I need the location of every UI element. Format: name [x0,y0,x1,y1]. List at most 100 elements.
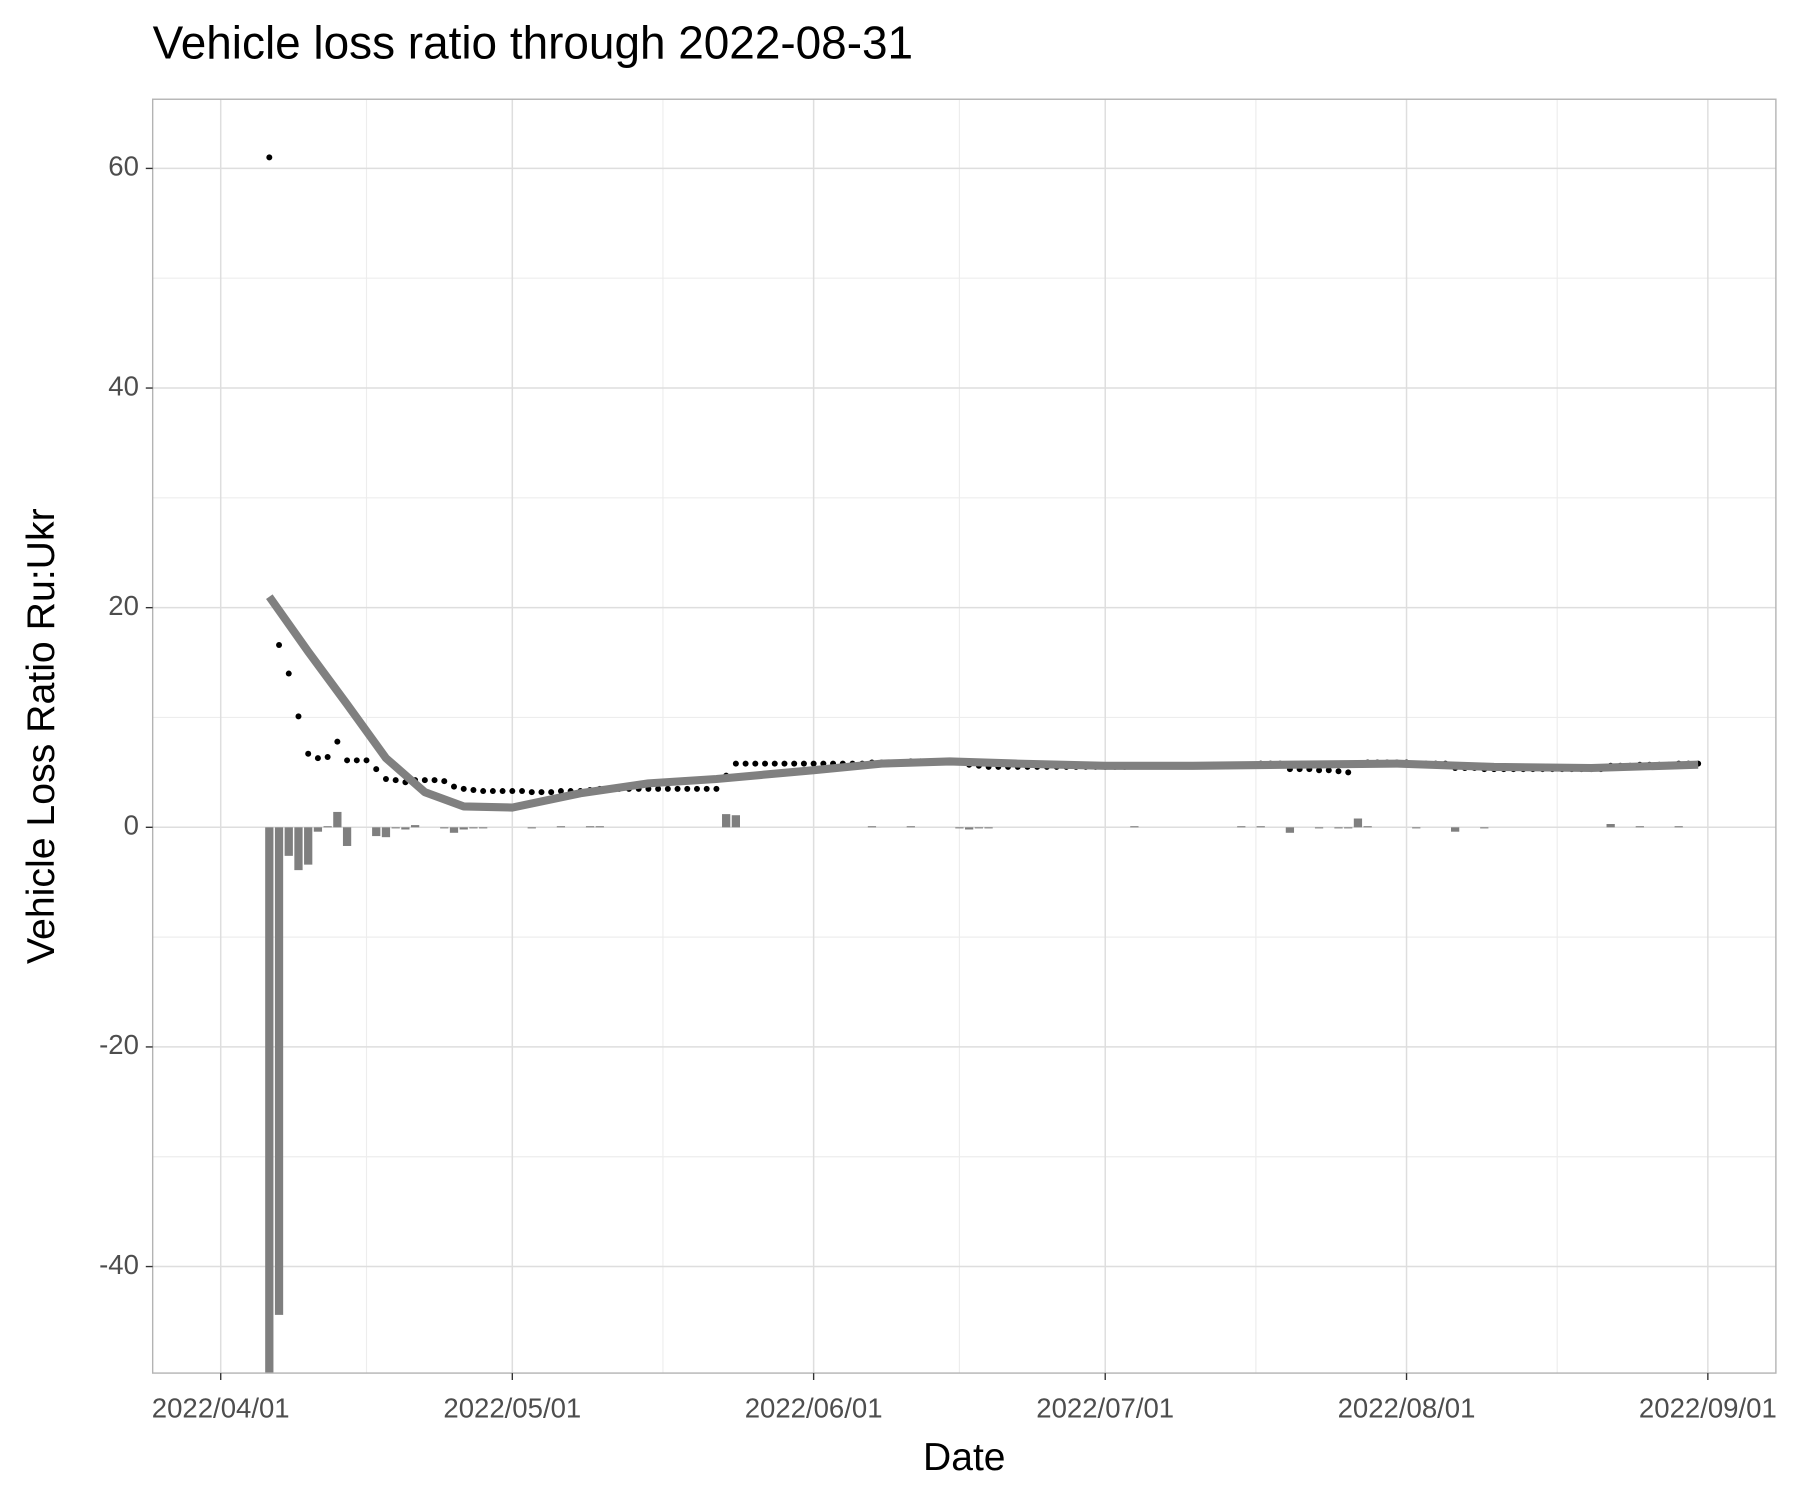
bar [401,827,410,830]
bar [974,827,983,829]
smooth-line [266,594,1699,812]
x-tick-label: 2022/07/01 [1036,1392,1174,1423]
bar [867,826,877,828]
bar [410,825,420,828]
point [538,789,545,796]
point [752,760,759,767]
bar [731,815,741,828]
bar [1353,818,1363,828]
point [1325,767,1332,774]
bar [304,827,313,865]
point [451,783,457,790]
point [499,788,506,795]
bar [1363,826,1372,828]
bar [1237,826,1246,828]
point [655,785,662,792]
bar [313,827,323,832]
point [334,738,341,745]
bar [1314,827,1324,829]
bar [284,827,293,856]
bar [372,827,381,837]
y-tick-label: 60 [108,151,139,182]
point [1316,767,1323,774]
bar [1480,827,1489,829]
point [344,757,351,764]
x-tick-label: 2022/04/01 [152,1392,290,1423]
point [266,154,273,161]
y-tick-label: 0 [124,810,139,841]
bar [965,827,974,830]
point [664,785,671,792]
bar [1412,827,1421,829]
point [382,775,389,782]
point [742,760,749,767]
bar [274,827,284,1315]
bar [479,827,488,829]
bar [1334,827,1343,829]
point [528,789,535,796]
bar [449,827,459,833]
bar [556,826,566,828]
bar [1130,826,1139,828]
bar [906,826,915,828]
bar [381,827,391,838]
point [548,789,555,796]
bar [469,827,478,829]
point [480,788,487,795]
grid [152,99,1776,1374]
bar [527,827,536,829]
point [810,760,817,767]
bar [294,827,303,871]
y-axis-label: Vehicle Loss Ratio Ru:Ukr [20,508,63,964]
y-tick-label: 20 [108,590,139,621]
point [441,778,448,785]
point [684,785,691,792]
point [353,757,360,764]
y-tick-label: 40 [108,370,139,401]
point [674,785,681,792]
point [557,788,564,795]
point [460,785,467,792]
point [694,785,700,792]
bar [333,811,342,828]
y-tick-label: -20 [99,1029,139,1060]
bar [1606,824,1615,828]
bar [595,826,604,828]
bar [323,826,332,828]
bar [955,827,964,829]
point [703,785,710,792]
point [431,777,438,784]
point [392,777,399,784]
point [1335,768,1342,775]
point [800,760,807,767]
point [509,788,516,795]
x-axis-label: Date [923,1436,1005,1479]
bar [1344,827,1353,829]
plot-area [265,154,1702,1374]
panel-border [151,98,1777,1374]
chart-title: Vehicle loss ratio through 2022-08-31 [153,16,913,68]
point [781,760,788,767]
bar [1285,827,1295,833]
point [732,760,739,767]
bar [265,827,274,1374]
point [295,713,302,720]
point [314,755,321,762]
point [276,642,283,649]
point [285,670,292,677]
point [363,757,370,764]
bar [722,814,731,828]
point [421,777,428,784]
bar [391,827,400,829]
point [791,760,798,767]
y-tick-label: -40 [99,1249,139,1280]
bar [585,826,595,828]
point [324,754,331,761]
bar [1256,826,1265,828]
x-tick-label: 2022/08/01 [1338,1392,1476,1423]
bar [459,827,468,830]
x-tick-label: 2022/09/01 [1639,1392,1777,1423]
point [519,788,526,795]
bar [1674,826,1683,828]
